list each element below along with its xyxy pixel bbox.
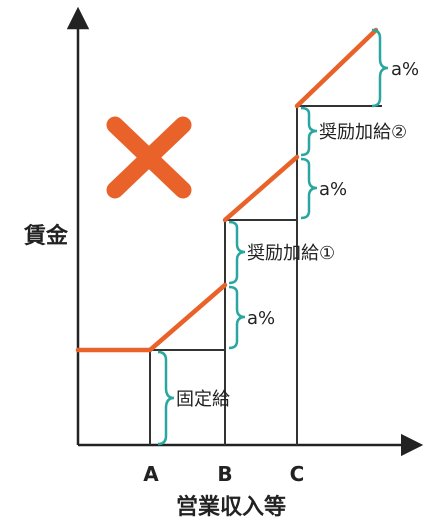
wage-line-segment-2 (222, 154, 300, 223)
brace-incentive-1 (228, 220, 246, 285)
annotation-incentive-2: 奨励加給② (319, 122, 407, 143)
y-axis-label: 賃金 (23, 223, 69, 249)
annotation-fixed-pay: 固定給 (176, 389, 230, 410)
annotation-rate-3: a% (391, 59, 419, 80)
brace-rate-1 (228, 285, 246, 350)
annotation-rate-1: a% (247, 308, 275, 329)
x-tick-a: A (143, 462, 159, 486)
brace-rate-2 (300, 157, 318, 220)
x-tick-b: B (217, 462, 232, 486)
x-tick-c: C (290, 462, 305, 486)
brace-rate-3 (371, 28, 389, 108)
annotation-incentive-1: 奨励加給① (247, 243, 335, 264)
x-axis-label: 営業収入等 (176, 494, 286, 520)
wage-line (75, 282, 228, 353)
brace-incentive-2 (300, 106, 318, 157)
wage-line-segment-3 (294, 27, 379, 109)
x-mark-icon (106, 116, 192, 199)
annotation-rate-2: a% (319, 179, 347, 200)
brace-fixed-pay (157, 350, 175, 446)
